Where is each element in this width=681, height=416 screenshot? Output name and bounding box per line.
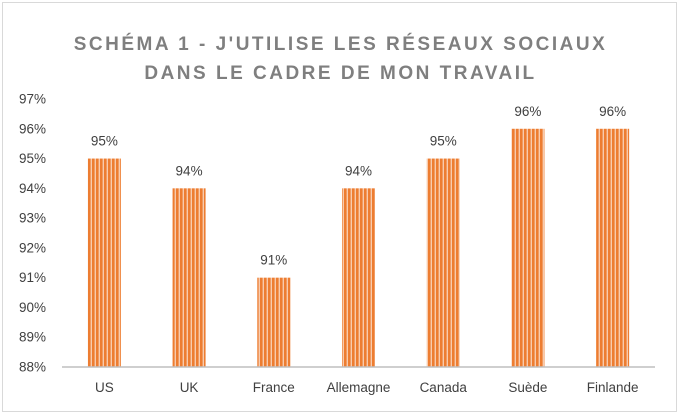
x-tick-label: Allemagne (327, 380, 391, 395)
bar-uk (172, 188, 206, 367)
x-tick-label: Finlande (587, 380, 639, 395)
bars: 95% 94% 91% 94% 95% 96% 96% (87, 104, 630, 367)
data-label: 91% (260, 253, 287, 268)
y-tick-label: 91% (19, 270, 46, 285)
x-tick-label: France (253, 380, 295, 395)
chart-title-line-1: SCHÉMA 1 - J'UTILISE LES RÉSEAUX SOCIAUX (73, 34, 608, 55)
bar-finlande (596, 128, 630, 367)
x-tick-label: US (95, 380, 114, 395)
x-tick-label: Canada (420, 380, 468, 395)
data-label: 94% (345, 163, 372, 178)
data-label: 96% (599, 104, 626, 119)
y-tick-label: 96% (19, 121, 46, 136)
y-tick-label: 95% (19, 151, 46, 166)
y-tick-label: 88% (19, 360, 46, 375)
chart-title-line-2: DANS LE CADRE DE MON TRAVAIL (144, 63, 537, 84)
y-axis: 88% 89% 90% 91% 92% 93% 94% 95% 96% 97% (19, 92, 46, 375)
y-tick-label: 97% (19, 92, 46, 107)
bar-suède (511, 128, 545, 367)
y-tick-label: 89% (19, 330, 46, 345)
data-label: 96% (514, 104, 541, 119)
x-axis: US UK France Allemagne Canada Suède Finlande (62, 366, 655, 395)
x-tick-label: Suède (508, 380, 547, 395)
bar-us (87, 158, 121, 367)
chart-title: SCHÉMA 1 - J'UTILISE LES RÉSEAUX SOCIAUX… (0, 30, 681, 88)
bar-allemagne (342, 188, 375, 367)
y-tick-label: 92% (19, 240, 46, 255)
y-tick-label: 93% (19, 211, 46, 226)
x-tick-label: UK (180, 380, 199, 395)
data-label: 95% (91, 134, 118, 149)
bar-canada (426, 158, 460, 367)
data-label: 95% (430, 134, 457, 149)
data-label: 94% (176, 163, 203, 178)
y-tick-label: 90% (19, 300, 46, 315)
bar-france (257, 277, 291, 367)
y-tick-label: 94% (19, 181, 46, 196)
